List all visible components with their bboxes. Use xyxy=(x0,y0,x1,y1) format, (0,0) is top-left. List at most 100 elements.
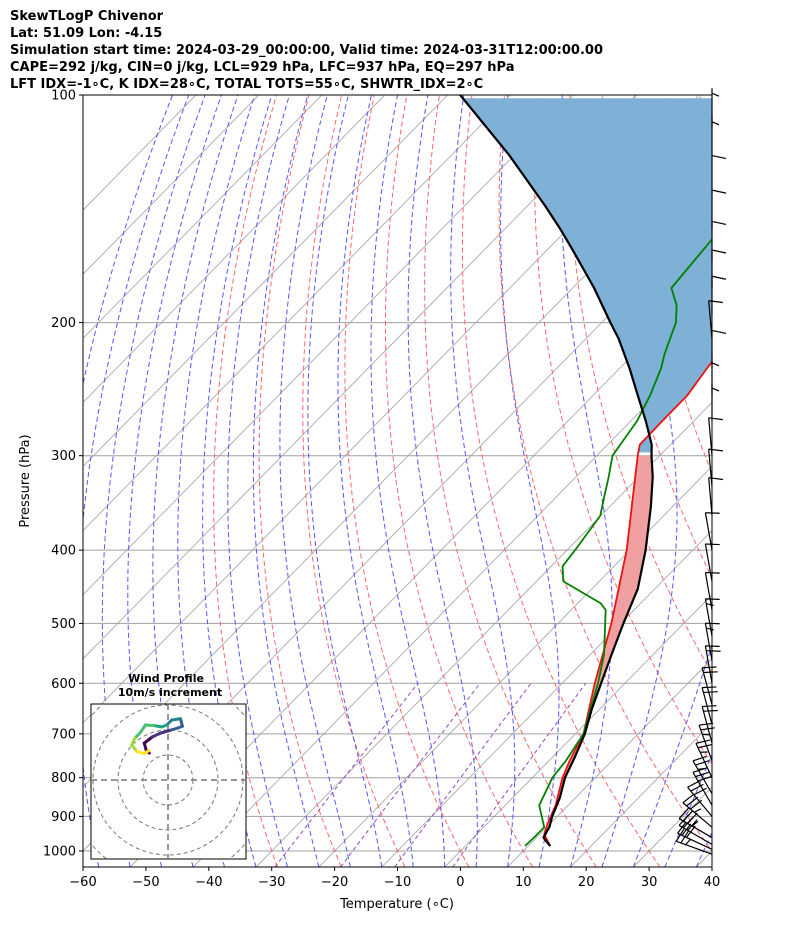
hodograph-segment xyxy=(142,749,151,756)
wind-barb xyxy=(704,645,721,684)
wind-barb xyxy=(677,821,713,850)
moist-adiabat xyxy=(307,95,383,867)
y-tick-label: 1000 xyxy=(43,844,76,859)
mixing-ratio-line xyxy=(274,682,419,867)
wind-barb xyxy=(711,275,727,315)
y-tick-label: 200 xyxy=(51,316,76,331)
cape-line: CAPE=292 j/kg, CIN=0 j/kg, LCL=929 hPa, … xyxy=(10,60,515,75)
y-tick-label: 400 xyxy=(51,544,76,559)
wind-barb xyxy=(704,571,720,611)
isotherm-line xyxy=(381,529,712,867)
y-tick-label: 800 xyxy=(51,771,76,786)
moist-adiabat xyxy=(601,95,678,867)
isotherm-line xyxy=(129,273,712,867)
isotherm-line xyxy=(255,401,712,867)
moist-adiabat xyxy=(127,95,222,867)
x-tick-label: −30 xyxy=(258,875,285,890)
hodograph-subtitle: 10m/s increment xyxy=(118,686,222,699)
wind-barb xyxy=(711,116,720,155)
isotherm-line xyxy=(83,95,385,403)
moist-adiabat xyxy=(632,643,712,867)
isotherm-line xyxy=(318,465,712,867)
wind-barb xyxy=(711,189,727,229)
time-line: Simulation start time: 2024-03-29_00:00:… xyxy=(10,43,603,58)
chart-header: SkewTLogP Chivenor Lat: 51.09 Lon: -4.15… xyxy=(10,8,603,93)
x-tick-label: 40 xyxy=(704,875,721,890)
isotherm-line xyxy=(83,95,323,339)
dry-adiabat xyxy=(344,95,470,867)
x-tick-label: 30 xyxy=(641,875,658,890)
x-tick-label: 20 xyxy=(578,875,595,890)
hodograph-segment xyxy=(138,723,147,735)
wind-barb xyxy=(711,329,727,369)
isotherm-line xyxy=(83,95,511,532)
moist-adiabat xyxy=(252,95,320,867)
isotherm-line xyxy=(570,722,712,867)
x-tick-label: −20 xyxy=(321,875,348,890)
x-tick-label: 0 xyxy=(456,875,464,890)
mixing-ratio-line xyxy=(340,682,481,867)
moist-adiabat xyxy=(202,95,273,867)
isotherm-line xyxy=(507,658,712,867)
wind-barb xyxy=(704,543,720,582)
index-line: LFT IDX=-1∘C, K IDX=28∘C, TOTAL TOTS=55∘… xyxy=(10,77,484,92)
y-tick-label: 500 xyxy=(51,617,76,632)
y-tick-label: 900 xyxy=(51,810,76,825)
wind-barb xyxy=(711,88,720,127)
moist-adiabat xyxy=(407,95,478,867)
wind-barb xyxy=(711,249,727,288)
x-tick-label: −10 xyxy=(384,875,411,890)
x-tick-label: −50 xyxy=(132,875,159,890)
wind-barb xyxy=(708,417,723,456)
y-tick-label: 600 xyxy=(51,677,76,692)
location-line: Lat: 51.09 Lon: -4.15 xyxy=(10,26,163,41)
x-axis-title: Temperature (∘C) xyxy=(339,897,454,912)
wind-barb xyxy=(701,705,718,744)
wind-barb xyxy=(704,512,720,551)
cape-area xyxy=(462,98,712,453)
x-tick-label: 10 xyxy=(515,875,532,890)
parcel-line xyxy=(459,95,654,847)
moist-adiabat xyxy=(337,95,414,867)
dewpoint-line xyxy=(524,237,712,847)
y-tick-label: 700 xyxy=(51,727,76,742)
moist-adiabat xyxy=(279,95,351,867)
moist-adiabat xyxy=(450,95,516,867)
isotherm-line xyxy=(83,95,448,468)
y-axis-title: Pressure (hPa) xyxy=(18,434,33,527)
dry-adiabat xyxy=(302,95,406,867)
isotherm-line xyxy=(444,594,712,867)
wind-barb xyxy=(682,793,713,828)
dry-adiabat xyxy=(699,95,712,196)
temperature-line xyxy=(543,360,712,847)
y-tick-label: 100 xyxy=(51,89,76,104)
moist-adiabat xyxy=(370,95,446,867)
wind-barb xyxy=(704,598,720,637)
hodograph-title: Wind Profile xyxy=(128,672,204,685)
wind-barb xyxy=(708,300,723,339)
mixing-ratio-line xyxy=(452,683,587,867)
mixing-ratio-line xyxy=(394,683,532,867)
wind-barb xyxy=(711,154,727,194)
moist-adiabat xyxy=(559,95,613,867)
moist-adiabat xyxy=(500,95,560,867)
moist-adiabat xyxy=(664,753,712,867)
moist-adiabat xyxy=(152,95,239,867)
wind-barb xyxy=(708,477,723,516)
dry-adiabat xyxy=(258,95,342,867)
wind-barb xyxy=(711,220,727,260)
x-tick-label: −60 xyxy=(69,875,96,890)
wind-barb xyxy=(678,807,713,839)
hodograph-segment xyxy=(142,735,154,745)
wind-barb xyxy=(711,383,720,422)
wind-barb xyxy=(692,767,713,806)
isotherm-line xyxy=(83,95,260,275)
dry-adiabat xyxy=(765,95,794,867)
isotherm-line xyxy=(83,95,637,660)
moist-adiabat xyxy=(177,95,256,867)
wind-barb xyxy=(704,622,720,661)
hodograph-segment xyxy=(159,728,173,735)
dry-adiabat xyxy=(733,95,794,867)
moist-adiabat xyxy=(227,95,290,867)
